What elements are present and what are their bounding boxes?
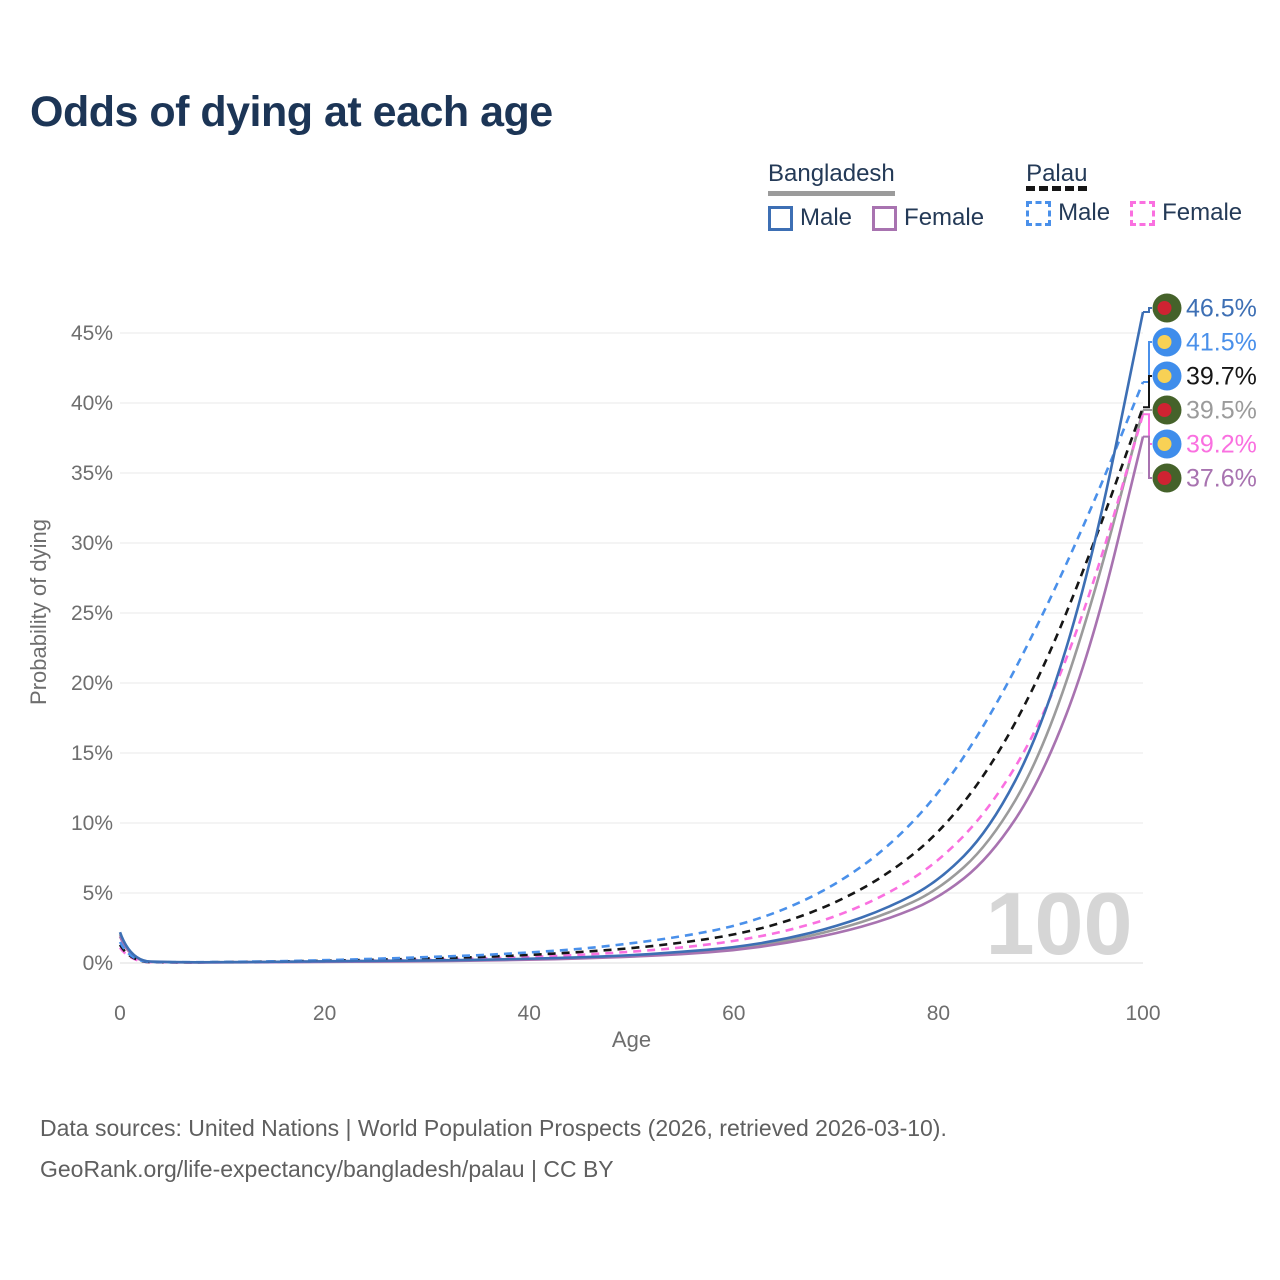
chart-title: Odds of dying at each age — [30, 88, 553, 136]
x-tick-label: 40 — [518, 1002, 541, 1025]
y-tick-label: 15% — [71, 742, 113, 765]
end-label-connector — [1143, 413, 1152, 445]
flag-bangladesh-inner-circle — [1157, 403, 1172, 417]
x-tick-label: 20 — [313, 1002, 336, 1025]
dashed-line-swatch-icon — [1026, 200, 1052, 226]
end-label-connector — [1143, 307, 1152, 313]
y-tick-label: 25% — [71, 602, 113, 625]
series-line-palau_male[interactable] — [118, 381, 1145, 964]
flag-palau-inner-circle — [1157, 369, 1172, 383]
legend-group-bangladesh: Bangladesh Male Female — [768, 160, 984, 232]
attribution-line: GeoRank.org/life-expectancy/bangladesh/p… — [40, 1156, 614, 1182]
legend-item-label: Male — [1058, 199, 1111, 226]
end-value-bangladesh_both: 39.5% — [1186, 397, 1257, 425]
x-tick-label: 80 — [927, 1002, 950, 1025]
series-line-bangladesh_male[interactable] — [118, 311, 1145, 964]
legend-item-palau-male[interactable]: Male — [1026, 199, 1110, 227]
legend-item-palau-female[interactable]: Female — [1130, 199, 1242, 227]
y-tick-label: 40% — [71, 392, 113, 415]
legend-item-label: Female — [1162, 199, 1243, 226]
footer: Data sources: United Nations | World Pop… — [40, 1108, 947, 1190]
y-axis-title: Probability of dying — [26, 519, 51, 705]
y-tick-label: 20% — [71, 672, 113, 695]
y-tick-label: 35% — [71, 462, 113, 485]
solid-line-swatch-icon — [768, 205, 793, 231]
end-label-connector — [1143, 375, 1152, 409]
y-tick-label: 5% — [83, 882, 113, 905]
flag-bangladesh-inner-circle — [1157, 301, 1172, 315]
age-indicator-watermark: 100 — [986, 874, 1133, 973]
end-value-bangladesh_female: 37.6% — [1186, 465, 1257, 493]
legend-header-bangladesh[interactable]: Bangladesh — [768, 160, 895, 196]
x-tick-label: 60 — [722, 1002, 745, 1025]
end-value-palau_male: 41.5% — [1186, 329, 1257, 357]
legend: Bangladesh Male Female Palau Male Female — [768, 160, 1242, 232]
end-label-connector — [1143, 341, 1152, 383]
end-value-palau_both: 39.7% — [1186, 363, 1257, 391]
flag-palau-inner-circle — [1157, 437, 1172, 451]
y-tick-label: 45% — [71, 322, 113, 345]
legend-group-palau: Palau Male Female — [1026, 160, 1242, 232]
legend-header-palau[interactable]: Palau — [1026, 160, 1088, 191]
legend-item-bangladesh-female[interactable]: Female — [872, 204, 984, 232]
legend-item-label: Male — [800, 204, 853, 231]
x-axis-title: Age — [612, 1027, 651, 1052]
dashed-line-swatch-icon — [1130, 200, 1156, 226]
flag-bangladesh-inner-circle — [1157, 471, 1172, 485]
end-value-palau_female: 39.2% — [1186, 431, 1257, 459]
y-tick-label: 10% — [71, 812, 113, 835]
solid-line-swatch-icon — [872, 205, 898, 231]
data-source-line: Data sources: United Nations | World Pop… — [40, 1115, 947, 1141]
end-value-bangladesh_male: 46.5% — [1186, 295, 1257, 323]
x-tick-label: 0 — [114, 1002, 126, 1025]
x-tick-label: 100 — [1125, 1002, 1160, 1025]
legend-item-label: Female — [904, 204, 985, 231]
y-tick-label: 0% — [83, 952, 113, 975]
legend-item-bangladesh-male[interactable]: Male — [768, 204, 852, 232]
flag-palau-inner-circle — [1157, 335, 1172, 349]
y-tick-label: 30% — [71, 532, 113, 555]
end-label-connector — [1143, 435, 1152, 479]
